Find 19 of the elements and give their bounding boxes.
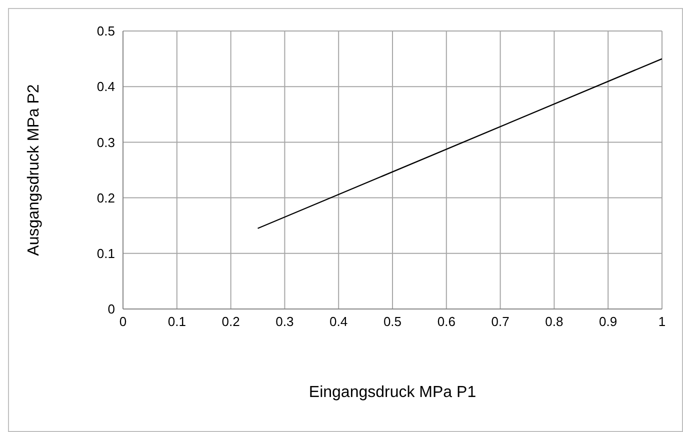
x-axis-title: Eingangsdruck MPa P1 [308, 384, 476, 401]
x-tick-label: 0.5 [383, 314, 402, 330]
x-tick-label: 0.2 [222, 314, 240, 330]
x-tick-label: 0.3 [276, 314, 294, 330]
x-tick-label: 0.6 [437, 314, 456, 330]
y-tick-label: 0.5 [96, 24, 115, 39]
y-tick-label: 0.3 [96, 134, 115, 150]
y-tick-label: 0.2 [96, 190, 115, 206]
x-tick-label: 0.8 [545, 314, 564, 330]
y-tick-label: 0 [108, 302, 115, 317]
x-tick-label: 0 [119, 314, 127, 330]
y-axis-title: Ausgangsdruck MPa P2 [26, 84, 43, 256]
x-tick-label: 1 [658, 314, 666, 330]
y-tick-label: 0.1 [96, 246, 115, 262]
x-tick-label: 0.7 [491, 314, 510, 330]
x-tick-label: 0.4 [330, 314, 348, 330]
x-tick-label: 0.1 [168, 314, 186, 330]
y-tick-label: 0.4 [96, 79, 115, 94]
x-tick-label: 0.9 [599, 314, 618, 330]
